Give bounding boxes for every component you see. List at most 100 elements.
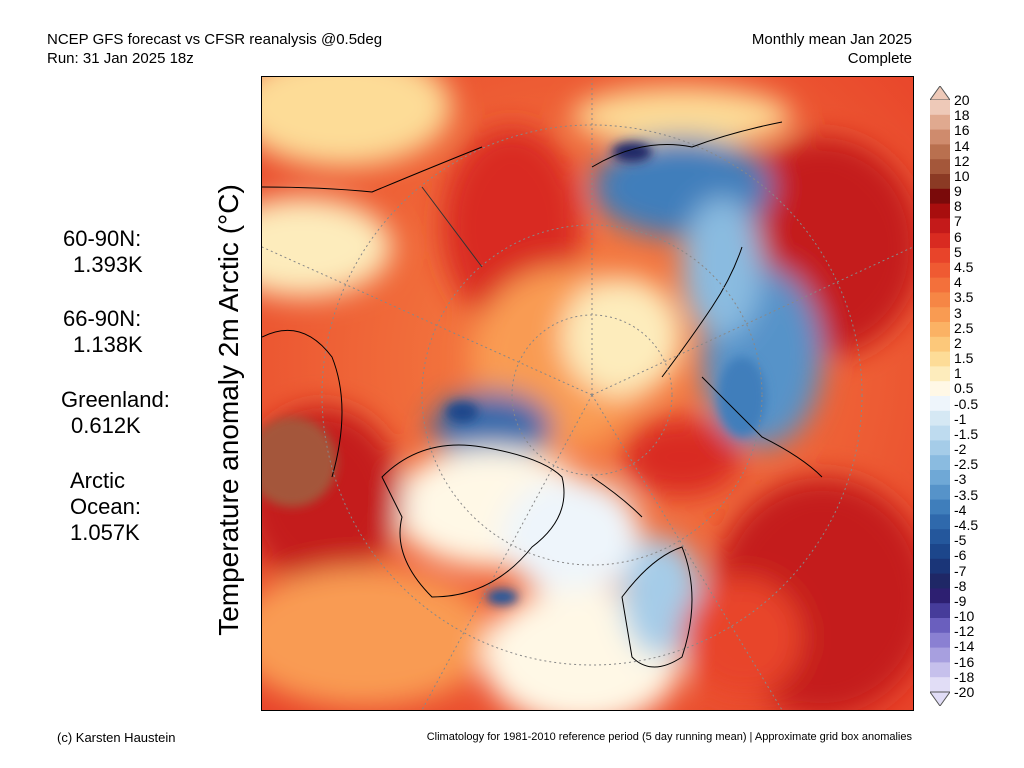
colorbar-swatch xyxy=(930,366,950,382)
colorbar-swatch xyxy=(930,144,950,160)
stat-value: 1.138K xyxy=(73,332,143,357)
status-text: Complete xyxy=(847,50,912,67)
stat-66-90n: 66-90N: 1.138K xyxy=(63,306,143,358)
colorbar-tick-label: -20 xyxy=(954,684,975,700)
stat-value: 0.612K xyxy=(71,413,141,438)
colorbar-tick-label: 8 xyxy=(954,198,962,215)
colorbar-swatch xyxy=(930,174,950,190)
colorbar-swatch xyxy=(930,425,950,441)
colorbar-swatch xyxy=(930,499,950,515)
colorbar-swatch xyxy=(930,233,950,249)
colorbar-tick-label: -3 xyxy=(954,471,967,488)
colorbar-tick-label: -4 xyxy=(954,501,967,518)
colorbar-swatch xyxy=(930,114,950,131)
stat-label: 60-90N: xyxy=(63,226,142,251)
graticule xyxy=(262,77,913,710)
colorbar-swatch xyxy=(930,248,950,264)
coastlines xyxy=(262,121,823,668)
colorbar-tick-label: -5 xyxy=(954,532,967,549)
colorbar-tick-label: -3.5 xyxy=(954,486,979,503)
colorbar-swatch xyxy=(930,351,950,367)
colorbar-swatch xyxy=(930,455,950,471)
colorbar-tick-label: -2 xyxy=(954,441,967,458)
colorbar-tick-label: 3 xyxy=(954,304,962,321)
colorbar-tick-label: 18 xyxy=(954,107,970,124)
colorbar-swatch xyxy=(930,292,950,308)
stat-arctic-ocean: Arctic Ocean: 1.057K xyxy=(70,468,141,546)
colorbar-swatch xyxy=(930,410,950,427)
stat-value: 1.057K xyxy=(70,520,140,545)
colorbar-tick-label: 4.5 xyxy=(954,258,974,275)
colorbar-tick-label: -18 xyxy=(954,668,975,685)
credit: (c) Karsten Haustein xyxy=(57,730,176,745)
colorbar-swatch xyxy=(930,336,950,353)
colorbar-tick-label: 9 xyxy=(954,183,962,200)
colorbar-tick-label: 4 xyxy=(954,274,962,291)
border-line xyxy=(421,186,483,268)
colorbar-swatch xyxy=(930,440,950,456)
axis-title: Temperature anomaly 2m Arctic (°C) xyxy=(213,184,244,636)
stat-60-90n: 60-90N: 1.393K xyxy=(63,226,143,278)
colorbar-tick-label: -7 xyxy=(954,562,967,579)
colorbar-swatch xyxy=(930,322,950,338)
stat-label: Ocean: xyxy=(70,494,141,519)
colorbar-swatch xyxy=(930,662,950,678)
colorbar-tick-label: 2.5 xyxy=(954,319,974,336)
colorbar-tick-label: -6 xyxy=(954,547,967,564)
colorbar-tick-label: -1 xyxy=(954,410,967,427)
colorbar-swatch xyxy=(930,529,950,545)
colorbar-tick-label: -16 xyxy=(954,653,975,670)
colorbar-swatch xyxy=(930,647,950,663)
colorbar-swatch xyxy=(930,129,950,145)
stat-value: 1.393K xyxy=(73,252,143,277)
run-date: Run: 31 Jan 2025 18z xyxy=(47,50,194,67)
colorbar-swatch xyxy=(930,100,950,116)
colorbar-swatch xyxy=(930,588,950,604)
colorbar-tick-label: -12 xyxy=(954,623,975,640)
colorbar-top-arrow xyxy=(929,85,951,101)
colorbar-tick-label: -1.5 xyxy=(954,425,979,442)
header-right: Monthly mean Jan 2025 Complete xyxy=(752,30,912,68)
colorbar-swatch xyxy=(930,159,950,175)
colorbar-tick-label: -8 xyxy=(954,577,967,594)
colorbar-tick-label: 12 xyxy=(954,152,970,169)
colorbar-swatch xyxy=(930,203,950,219)
colorbar-swatch xyxy=(930,381,950,397)
model-title: NCEP GFS forecast vs CFSR reanalysis @0.… xyxy=(47,31,383,48)
period-title: Monthly mean Jan 2025 xyxy=(751,31,912,48)
colorbar-swatch xyxy=(930,603,950,619)
colorbar-swatch xyxy=(930,188,950,205)
colorbar-tick-label: 0.5 xyxy=(954,380,974,397)
colorbar-tick-label: 5 xyxy=(954,243,962,260)
colorbar-tick-label: 3.5 xyxy=(954,289,974,306)
colorbar-tick-label: 1 xyxy=(954,365,962,382)
header-left: NCEP GFS forecast vs CFSR reanalysis @0.… xyxy=(47,30,382,68)
colorbar-tick-label: 14 xyxy=(954,137,970,154)
colorbar-swatch xyxy=(930,396,950,412)
colorbar-swatch xyxy=(930,632,950,649)
colorbar-tick-label: 2 xyxy=(954,334,962,351)
colorbar-tick-label: 1.5 xyxy=(954,350,974,367)
colorbar-swatch xyxy=(930,514,950,530)
colorbar-tick-label: -9 xyxy=(954,592,967,609)
stat-greenland: Greenland: 0.612K xyxy=(61,387,170,439)
stat-label: Arctic xyxy=(70,468,125,493)
colorbar-tick-label: 7 xyxy=(954,213,962,230)
colorbar-tick-label: -2.5 xyxy=(954,456,979,473)
colorbar-swatch xyxy=(930,573,950,589)
colorbar-swatch xyxy=(930,558,950,575)
colorbar-tick-label: 16 xyxy=(954,122,970,139)
colorbar-swatch xyxy=(930,677,950,693)
colorbar-tick-label: -4.5 xyxy=(954,517,979,534)
colorbar-bottom-arrow xyxy=(929,691,951,707)
colorbar-swatch xyxy=(930,544,950,560)
colorbar xyxy=(929,85,951,711)
colorbar-tick-label: -14 xyxy=(954,638,975,655)
stat-label: 66-90N: xyxy=(63,306,142,331)
colorbar-swatch xyxy=(930,277,950,293)
colorbar-tick-label: 20 xyxy=(954,92,970,108)
climatology-note: Climatology for 1981-2010 reference peri… xyxy=(426,731,912,743)
anomaly-map xyxy=(261,76,914,711)
colorbar-swatch xyxy=(930,484,950,501)
colorbar-tick-label: -10 xyxy=(954,608,975,625)
